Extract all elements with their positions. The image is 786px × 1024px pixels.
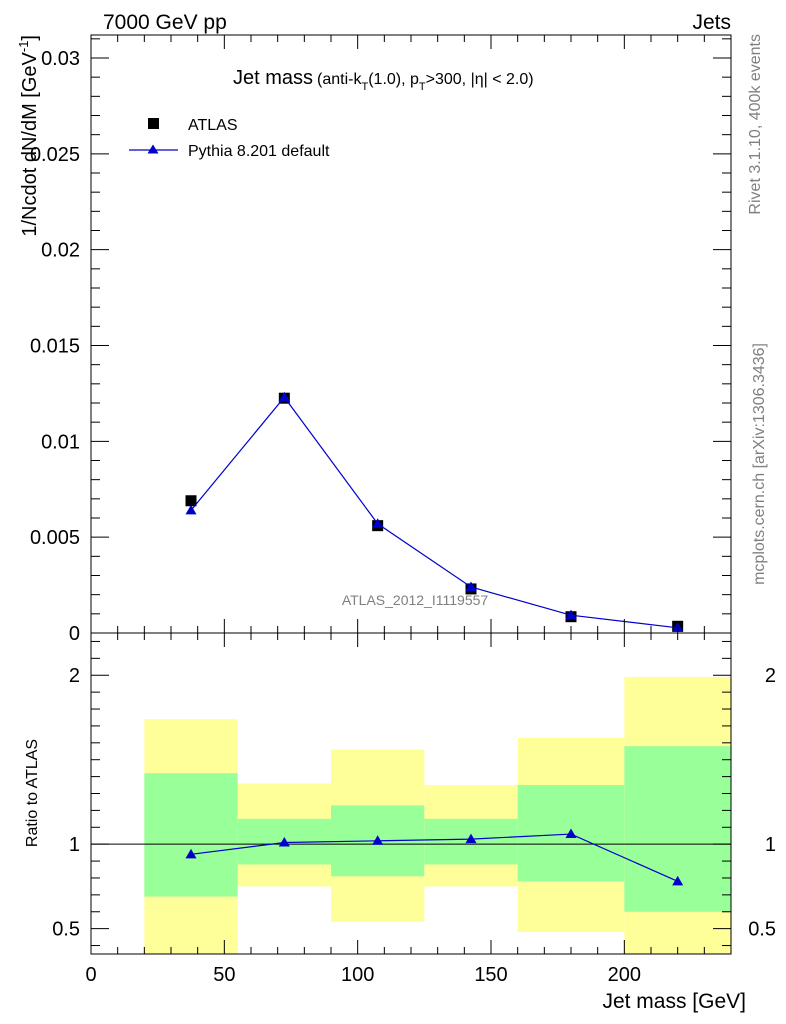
- rivet-label: Rivet 3.1.10, 400k events: [747, 34, 764, 215]
- ratio-band-green: [144, 773, 238, 897]
- main-frame: [90, 34, 732, 634]
- main-y-axis-label: 1/Ncdot dN/dM [GeV-1]: [16, 35, 41, 237]
- legend-label-pythia: Pythia 8.201 default: [188, 143, 330, 160]
- ratio-y-tick-label-right: 1: [765, 834, 776, 856]
- y-tick-label: 0.01: [41, 431, 80, 453]
- atlas-data-point: [185, 495, 197, 507]
- legend-entry-pythia: Pythia 8.201 default: [129, 143, 330, 160]
- ratio-pythia-point: [565, 828, 577, 839]
- chart-title: Jet mass (anti-kT(1.0), pT>300, |η| < 2.0…: [233, 67, 534, 93]
- y-tick-label: 0.005: [30, 527, 80, 549]
- ratio-pythia-point: [372, 835, 384, 845]
- x-tick-label: 50: [213, 964, 235, 986]
- category-label: Jets: [692, 11, 731, 34]
- ratio-pythia-point: [672, 875, 684, 886]
- x-tick-label: 200: [608, 964, 641, 986]
- ratio-y-tick-label-right: 0.5: [748, 919, 776, 941]
- main-panel: ATLAS_2012_I1119557 0 0.005 0.01 0.015 0.02 0…: [16, 34, 732, 645]
- ratio-y-tick-label-right: 2: [765, 665, 776, 687]
- x-axis-label: Jet mass [GeV]: [602, 990, 746, 1013]
- ratio-pythia-point: [278, 836, 290, 847]
- legend-entry-atlas: ATLAS: [148, 117, 238, 134]
- ratio-y-tick-label-left: 1: [69, 834, 80, 856]
- legend: ATLAS Pythia 8.201 default: [129, 117, 330, 160]
- pythia-data-point: [185, 504, 197, 515]
- watermark: ATLAS_2012_I1119557: [342, 592, 489, 608]
- ratio-pythia-point: [185, 848, 197, 859]
- pythia-data-point: [565, 609, 577, 620]
- ratio-y-tick-label-left: 2: [69, 665, 80, 687]
- energy-label: 7000 GeV pp: [103, 11, 227, 34]
- pythia-line: [190, 396, 678, 629]
- pythia-data-point: [372, 518, 384, 528]
- y-tick-label: 0.03: [41, 48, 80, 70]
- y-tick-label: 0: [69, 623, 80, 645]
- x-tick-label: 0: [85, 964, 96, 986]
- ratio-panel: 0 50 100 150 200 0.5 0.5 1 1 2 2 Ratio to ATLAS Je…: [24, 632, 776, 1013]
- pythia-data-point: [465, 581, 477, 591]
- pythia-data-point: [278, 391, 290, 402]
- legend-triangle-marker: [147, 144, 159, 154]
- mcplots-label: mcplots.cern.ch [arXiv:1306.3436]: [751, 343, 768, 585]
- ratio-band-green: [624, 746, 731, 912]
- ratio-y-tick-label-left: 0.5: [52, 919, 80, 941]
- x-tick-label: 150: [474, 964, 507, 986]
- y-tick-label: 0.02: [41, 240, 80, 262]
- ratio-pythia-point: [465, 833, 477, 844]
- y-tick-label: 0.025: [30, 144, 80, 166]
- legend-label-atlas: ATLAS: [188, 117, 238, 134]
- ratio-pythia-line: [190, 833, 678, 882]
- legend-square-marker: [148, 118, 159, 129]
- x-tick-label: 100: [341, 964, 374, 986]
- ratio-y-axis-label: Ratio to ATLAS: [24, 739, 41, 847]
- y-tick-label: 0.015: [30, 336, 80, 358]
